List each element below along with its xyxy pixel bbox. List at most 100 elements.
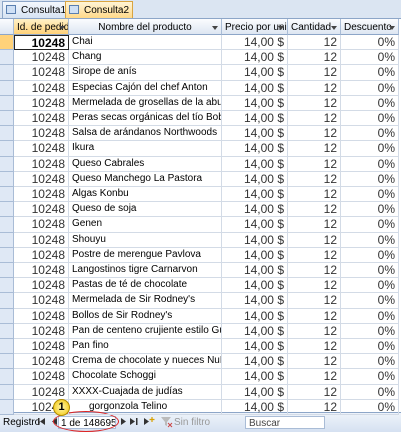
- cell[interactable]: 14,00 $: [222, 156, 288, 172]
- cell[interactable]: 12: [288, 217, 341, 233]
- cell[interactable]: 0%: [341, 65, 399, 81]
- cell[interactable]: 10248: [14, 369, 69, 385]
- row-selector[interactable]: [0, 50, 14, 66]
- cell[interactable]: 10248: [14, 384, 69, 400]
- row-selector[interactable]: [0, 308, 14, 324]
- cell[interactable]: 12: [288, 354, 341, 370]
- cell[interactable]: 10248: [14, 278, 69, 294]
- row-selector[interactable]: [0, 111, 14, 127]
- cell[interactable]: Queso Cabrales: [69, 156, 222, 172]
- row-selector[interactable]: [0, 65, 14, 81]
- row-selector[interactable]: [0, 399, 14, 415]
- cell[interactable]: 12: [288, 323, 341, 339]
- row-selector[interactable]: [0, 171, 14, 187]
- cell[interactable]: 0%: [341, 247, 399, 263]
- cell[interactable]: 10248: [14, 323, 69, 339]
- column-header[interactable]: Descuento: [341, 19, 399, 35]
- cell[interactable]: 10248: [14, 263, 69, 279]
- cell[interactable]: 14,00 $: [222, 247, 288, 263]
- cell[interactable]: Salsa de arándanos Northwoods: [69, 126, 222, 142]
- cell[interactable]: 14,00 $: [222, 95, 288, 111]
- row-selector[interactable]: [0, 141, 14, 157]
- cell[interactable]: 12: [288, 293, 341, 309]
- cell[interactable]: 10248: [14, 65, 69, 81]
- cell[interactable]: 12: [288, 232, 341, 248]
- cell[interactable]: 14,00 $: [222, 65, 288, 81]
- cell[interactable]: 10248: [14, 339, 69, 355]
- cell[interactable]: 10248: [14, 293, 69, 309]
- row-selector[interactable]: [0, 187, 14, 203]
- row-selector[interactable]: [0, 35, 14, 51]
- row-selector[interactable]: [0, 80, 14, 96]
- new-record[interactable]: [142, 416, 156, 428]
- row-selector[interactable]: [0, 369, 14, 385]
- cell[interactable]: 14,00 $: [222, 232, 288, 248]
- dropdown-arrow[interactable]: [331, 26, 337, 30]
- cell[interactable]: 12: [288, 171, 341, 187]
- row-selector[interactable]: [0, 293, 14, 309]
- first-record[interactable]: [36, 416, 56, 428]
- filter-status[interactable]: Sin filtro: [174, 417, 211, 428]
- cell[interactable]: 12: [288, 384, 341, 400]
- cell[interactable]: Queso de soja: [69, 202, 222, 218]
- cell[interactable]: 12: [288, 369, 341, 385]
- cell[interactable]: 14,00 $: [222, 202, 288, 218]
- cell[interactable]: 14,00 $: [222, 308, 288, 324]
- cell[interactable]: 10248: [14, 247, 69, 263]
- cell[interactable]: 10248: [14, 35, 69, 51]
- cell[interactable]: 14,00 $: [222, 293, 288, 309]
- dropdown-arrow[interactable]: [212, 26, 218, 30]
- cell[interactable]: 14,00 $: [222, 171, 288, 187]
- cell[interactable]: 14,00 $: [222, 339, 288, 355]
- cell[interactable]: 0%: [341, 263, 399, 279]
- cell[interactable]: 12: [288, 187, 341, 203]
- cell[interactable]: 0%: [341, 354, 399, 370]
- row-selector[interactable]: [0, 232, 14, 248]
- cell[interactable]: 12: [288, 263, 341, 279]
- cell[interactable]: 0%: [341, 323, 399, 339]
- cell[interactable]: Peras secas orgánicas del tío Bob: [69, 111, 222, 127]
- cell[interactable]: 12: [288, 339, 341, 355]
- dropdown-arrow[interactable]: [59, 26, 65, 30]
- cell[interactable]: Chocolate Schoggi: [69, 369, 222, 385]
- last-record[interactable]: [128, 416, 140, 428]
- cell[interactable]: 14,00 $: [222, 126, 288, 142]
- cell[interactable]: 0%: [341, 384, 399, 400]
- cell[interactable]: 14,00 $: [222, 369, 288, 385]
- cell[interactable]: 14,00 $: [222, 50, 288, 66]
- cell[interactable]: Postre de merengue Pavlova: [69, 247, 222, 263]
- cell[interactable]: 0%: [341, 369, 399, 385]
- cell[interactable]: Especias Cajón del chef Anton: [69, 80, 222, 96]
- row-selector[interactable]: [0, 247, 14, 263]
- cell[interactable]: 10248: [14, 50, 69, 66]
- cell[interactable]: 12: [288, 156, 341, 172]
- cell[interactable]: 14,00 $: [222, 278, 288, 294]
- cell[interactable]: Bollos de Sir Rodney's: [69, 308, 222, 324]
- cell[interactable]: 0%: [341, 111, 399, 127]
- cell[interactable]: 0%: [341, 80, 399, 96]
- cell[interactable]: 10248: [14, 111, 69, 127]
- cell[interactable]: 10248: [14, 217, 69, 233]
- cell[interactable]: 10248: [14, 126, 69, 142]
- cell[interactable]: 0%: [341, 171, 399, 187]
- tab-active[interactable]: Consulta2: [65, 1, 133, 18]
- cell[interactable]: 12: [288, 141, 341, 157]
- cell[interactable]: 0%: [341, 278, 399, 294]
- cell[interactable]: 0%: [341, 35, 399, 51]
- cell[interactable]: 14,00 $: [222, 323, 288, 339]
- cell[interactable]: 12: [288, 65, 341, 81]
- row-selector[interactable]: [0, 354, 14, 370]
- cell[interactable]: 0%: [341, 202, 399, 218]
- dropdown-arrow[interactable]: [389, 26, 395, 30]
- cell[interactable]: 10248: [14, 80, 69, 96]
- cell[interactable]: 14,00 $: [222, 141, 288, 157]
- cell[interactable]: 0%: [341, 308, 399, 324]
- cell[interactable]: Pastas de té de chocolate: [69, 278, 222, 294]
- cell[interactable]: 10248: [14, 354, 69, 370]
- cell[interactable]: Sirope de anís: [69, 65, 222, 81]
- cell[interactable]: 12: [288, 278, 341, 294]
- cell[interactable]: 10248: [14, 308, 69, 324]
- cell[interactable]: 10248: [14, 156, 69, 172]
- cell[interactable]: 10248: [14, 187, 69, 203]
- cell[interactable]: 10248: [14, 232, 69, 248]
